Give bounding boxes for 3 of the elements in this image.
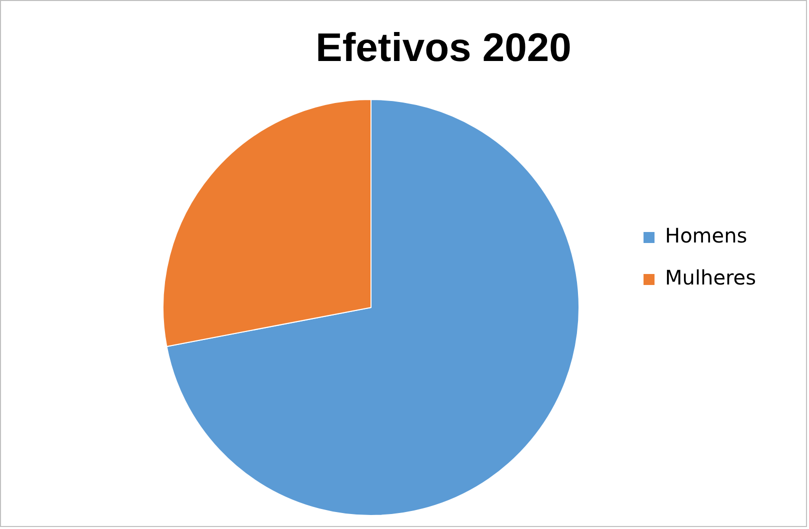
chart-title: Efetivos 2020 [316,26,572,70]
legend-label: Mulheres [665,266,756,290]
legend-label: Homens [665,224,748,248]
